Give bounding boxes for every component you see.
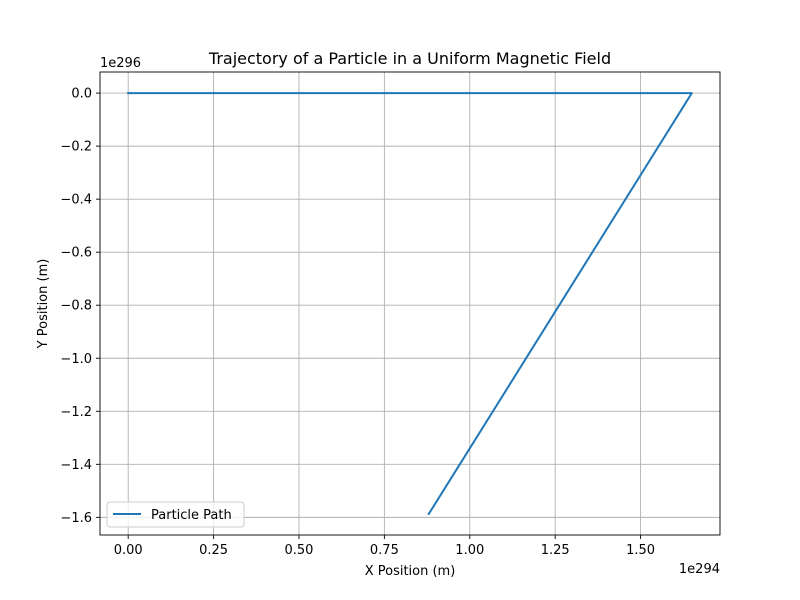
y-tick-label: −0.2 — [60, 140, 92, 155]
x-tick-label: 0.25 — [199, 543, 228, 558]
y-tick-label: −0.8 — [60, 299, 92, 314]
y-tick-label: 0.0 — [71, 87, 92, 102]
series-line-particle-path — [127, 92, 693, 516]
y-tick-label: −0.6 — [60, 246, 92, 261]
x-tick-label: 1.50 — [626, 543, 655, 558]
y-tick-label: −1.0 — [60, 352, 92, 367]
legend-label: Particle Path — [151, 508, 232, 523]
x-tick-label: 1.00 — [455, 543, 484, 558]
y-tick-label: −1.2 — [60, 405, 92, 420]
y-axis-label: Y Position (m) — [36, 259, 51, 350]
y-tick-label: −1.6 — [60, 511, 92, 526]
y-offset-label: 1e296 — [100, 56, 141, 71]
chart-title: Trajectory of a Particle in a Uniform Ma… — [208, 49, 611, 68]
x-axis-ticks: 0.00 0.25 0.50 0.75 1.00 1.25 1.50 — [114, 535, 655, 558]
x-tick-label: 0.00 — [114, 543, 143, 558]
series-layer — [127, 92, 693, 516]
x-tick-label: 0.75 — [370, 543, 399, 558]
x-axis-label: X Position (m) — [365, 564, 456, 579]
legend: Particle Path — [106, 501, 245, 528]
x-tick-label: 1.25 — [541, 543, 570, 558]
y-axis-ticks: 0.0 −0.2 −0.4 −0.6 −0.8 −1.0 −1.2 −1.4 −1.6 — [60, 87, 100, 526]
y-tick-label: −1.4 — [60, 458, 92, 473]
plot-area — [100, 72, 720, 535]
x-tick-label: 0.50 — [285, 543, 314, 558]
legend-box — [106, 501, 245, 528]
plot-frame — [99, 71, 721, 536]
y-tick-label: −0.4 — [60, 193, 92, 208]
x-offset-label: 1e294 — [679, 562, 720, 577]
